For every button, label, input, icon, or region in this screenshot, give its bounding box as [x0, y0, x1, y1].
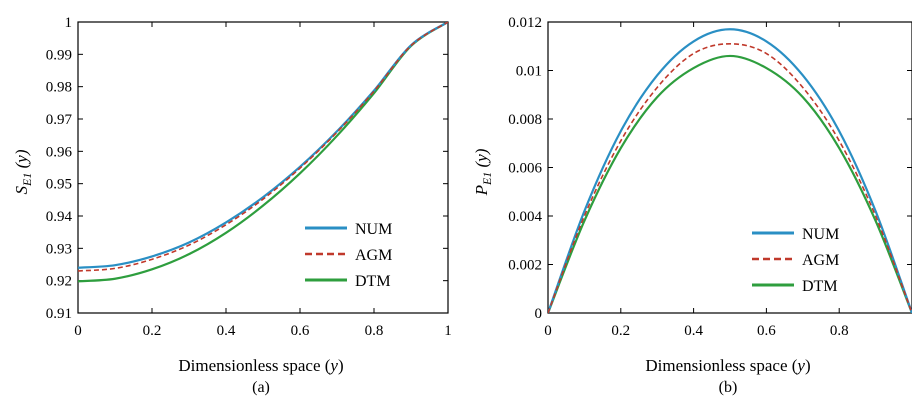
- x-tick-label-a: 1: [444, 323, 452, 339]
- y-tick-label-a: 0.95: [46, 177, 72, 193]
- series-line-dtm-b: [548, 54, 912, 313]
- x-axis-label-b: Dimensionless space (y): [645, 356, 810, 375]
- y-axis-label-main-a: S: [12, 185, 31, 194]
- x-tick-label-b: 0.6: [757, 323, 776, 339]
- series-line-dtm-a: [78, 22, 448, 283]
- chart-panel-a: SE1 (y) Dimensionless space (y) (a) 0 0.2…: [12, 15, 452, 396]
- chart-panel-b: PE1 (y) Dimensionless space (y) (b) 0 0.2…: [472, 15, 912, 396]
- y-tick-label-b: 0.004: [508, 209, 542, 225]
- legend-label-agm-b: AGM: [802, 252, 839, 269]
- caption-a: (a): [252, 379, 270, 396]
- x-axis-label-a: Dimensionless space (y): [178, 356, 343, 375]
- y-axis-label-sub-a: E1: [20, 173, 34, 187]
- series-line-agm-a: [78, 22, 448, 272]
- x-tick-label-b: 0.2: [611, 323, 630, 339]
- y-tick-label-b: 0.012: [508, 15, 542, 31]
- x-tick-label-b: 0: [544, 323, 552, 339]
- y-tick-label-a: 0.92: [46, 274, 72, 290]
- legend-label-dtm-a: DTM: [355, 273, 391, 290]
- y-tick-label-b: 0.002: [508, 258, 542, 274]
- y-axis-label-main-b: P: [472, 185, 491, 196]
- y-tick-label-b: 0.008: [508, 112, 542, 128]
- x-tick-label-a: 0.8: [365, 323, 384, 339]
- x-tick-label-a: 0: [74, 323, 82, 339]
- y-axis-label-arg-b: (y): [472, 148, 491, 171]
- y-tick-label-a: 0.97: [46, 112, 73, 128]
- legend-label-dtm-b: DTM: [802, 278, 838, 295]
- y-tick-label-b: 0: [535, 306, 543, 322]
- legend-label-agm-a: AGM: [355, 247, 392, 264]
- y-tick-label-a: 0.91: [46, 306, 72, 322]
- y-tick-label-a: 0.93: [46, 241, 72, 257]
- y-axis-label-a: SE1 (y): [12, 149, 34, 194]
- x-tick-label-b: 0.8: [830, 323, 849, 339]
- series-line-num-b: [548, 28, 912, 313]
- x-tick-label-a: 0.2: [143, 323, 162, 339]
- y-tick-label-a: 1: [65, 15, 73, 31]
- y-tick-label-b: 0.006: [508, 161, 542, 177]
- y-tick-label-b: 0.01: [516, 64, 542, 80]
- series-line-num-a: [78, 22, 448, 269]
- x-tick-label-b: 0.4: [684, 323, 703, 339]
- series-line-agm-b: [548, 43, 912, 313]
- y-axis-label-arg-a: (y): [12, 149, 31, 172]
- y-axis-label-sub-b: E1: [480, 172, 494, 186]
- y-tick-label-a: 0.94: [46, 209, 73, 225]
- y-tick-label-a: 0.98: [46, 80, 72, 96]
- legend-label-num-a: NUM: [355, 221, 392, 238]
- caption-b: (b): [719, 379, 738, 396]
- y-axis-label-b: PE1 (y): [472, 148, 494, 196]
- y-tick-label-a: 0.99: [46, 47, 72, 63]
- legend-label-num-b: NUM: [802, 226, 839, 243]
- x-tick-label-a: 0.6: [291, 323, 310, 339]
- plot-frame-a: [77, 21, 449, 314]
- x-tick-label-a: 0.4: [217, 323, 236, 339]
- y-tick-label-a: 0.96: [46, 144, 73, 160]
